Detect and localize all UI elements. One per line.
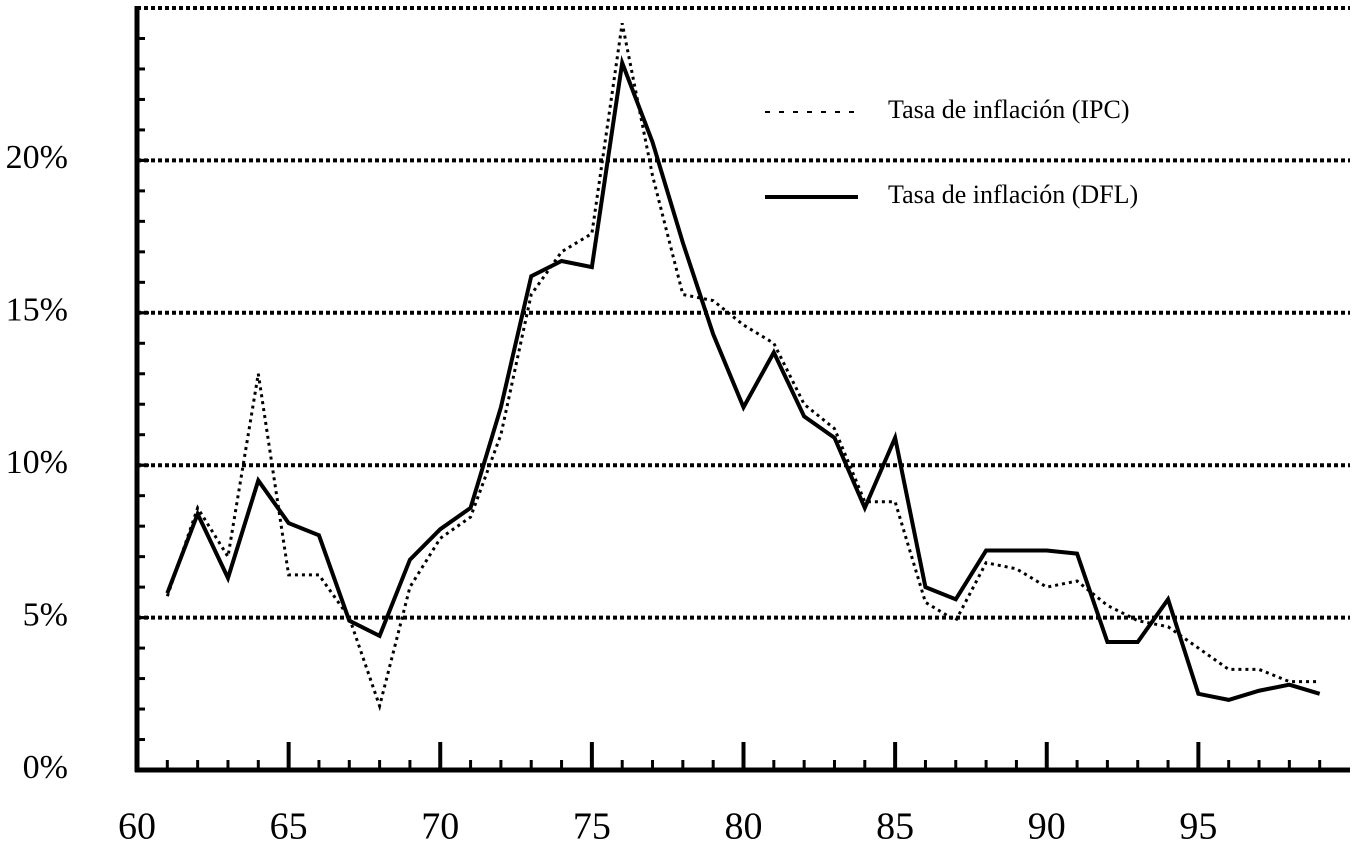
y-tick-label: 15% <box>6 292 68 329</box>
series-line <box>165 22 1320 712</box>
series-line <box>165 55 1321 702</box>
x-tick-label: 85 <box>876 806 914 848</box>
x-tick-label: 75 <box>573 806 611 848</box>
x-tick-label: 65 <box>270 806 308 848</box>
y-tick-label: 5% <box>23 596 68 633</box>
x-tick-label: 60 <box>118 806 156 848</box>
y-tick-label: 20% <box>6 139 68 176</box>
y-tick-label: 10% <box>6 444 68 481</box>
x-tick-label: 95 <box>1179 806 1217 848</box>
y-tick-label: 0% <box>23 749 68 786</box>
x-tick-label: 80 <box>725 806 763 848</box>
legend-label: Tasa de inflación (DFL) <box>888 180 1138 209</box>
legend-label: Tasa de inflación (IPC) <box>888 95 1130 124</box>
x-tick-label: 90 <box>1028 806 1066 848</box>
x-tick-label: 70 <box>421 806 459 848</box>
